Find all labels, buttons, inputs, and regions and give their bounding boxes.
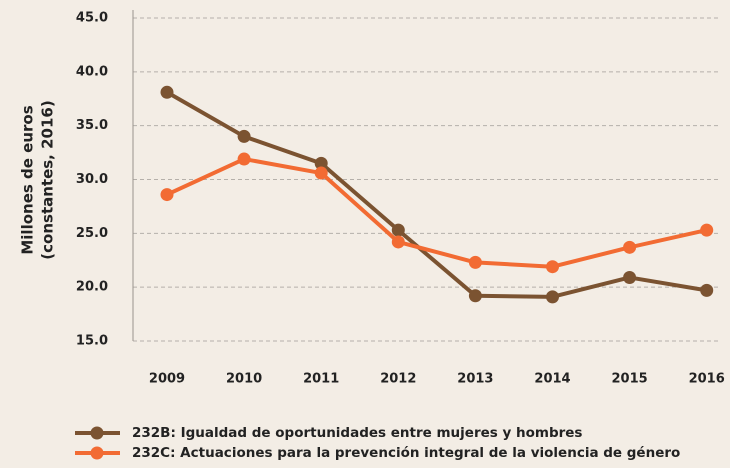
legend-label: 232C: Actuaciones para la prevención int… bbox=[132, 445, 680, 461]
y-tick-label: 45.0 bbox=[76, 11, 108, 26]
y-tick-label: 15.0 bbox=[76, 334, 108, 349]
data-point bbox=[391, 223, 405, 237]
series-line bbox=[166, 157, 708, 269]
data-point bbox=[468, 255, 482, 269]
data-point bbox=[623, 270, 637, 284]
y-tick-label: 25.0 bbox=[76, 226, 108, 241]
y-tick-label: 40.0 bbox=[76, 64, 108, 79]
data-point bbox=[546, 290, 559, 304]
data-point bbox=[237, 129, 251, 143]
data-point bbox=[468, 289, 482, 303]
legend-marker bbox=[90, 446, 104, 460]
data-point bbox=[160, 188, 174, 202]
x-tick-label: 2010 bbox=[226, 372, 262, 387]
data-point bbox=[700, 283, 714, 297]
data-point bbox=[391, 235, 405, 249]
x-tick-label: 2016 bbox=[689, 372, 725, 387]
y-tick-label: 35.0 bbox=[76, 118, 108, 133]
y-axis-label: Millones de euros bbox=[19, 105, 37, 254]
legend-label: 232B: Igualdad de oportunidades entre mu… bbox=[132, 425, 582, 441]
x-tick-label: 2011 bbox=[303, 372, 339, 387]
y-axis-label: (constantes, 2016) bbox=[39, 100, 57, 259]
data-point bbox=[314, 156, 328, 170]
x-tick-label: 2013 bbox=[457, 372, 493, 387]
data-point bbox=[314, 166, 328, 180]
data-point bbox=[623, 240, 637, 254]
data-point bbox=[160, 85, 174, 99]
x-tick-label: 2015 bbox=[612, 372, 648, 387]
y-tick-label: 20.0 bbox=[76, 280, 108, 295]
legend-marker bbox=[90, 426, 104, 440]
x-tick-label: 2009 bbox=[149, 372, 185, 387]
data-point bbox=[237, 152, 251, 166]
x-tick-label: 2014 bbox=[534, 372, 570, 387]
y-tick-label: 30.0 bbox=[76, 172, 108, 187]
x-tick-label: 2012 bbox=[380, 372, 416, 387]
series-line bbox=[166, 90, 708, 299]
data-point bbox=[546, 260, 559, 274]
data-point bbox=[700, 223, 714, 237]
